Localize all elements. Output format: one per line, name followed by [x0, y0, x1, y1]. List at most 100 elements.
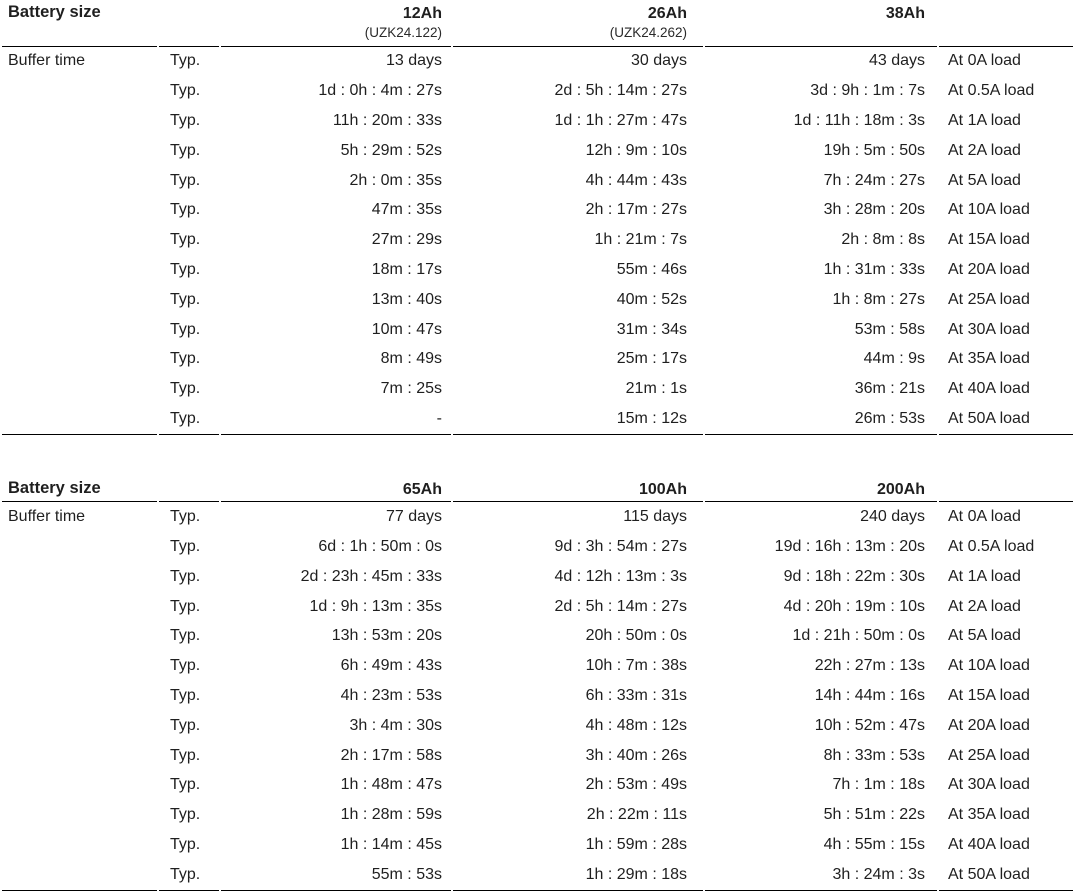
load-condition-label: At 35A load	[948, 350, 1030, 368]
row-section-label: Buffer time	[8, 508, 86, 526]
buffer-time-value: 2h : 17m : 58s	[340, 746, 442, 764]
buffer-time-value: 13m : 40s	[371, 290, 442, 308]
row-section-label	[2, 562, 157, 592]
buffer-time-row: Typ. 1h : 28m : 59s 2h : 22m : 11s 5h : 51m…	[2, 800, 1073, 830]
buffer-time-value: 55m : 53s	[221, 860, 451, 891]
buffer-time-value: 77 days	[385, 508, 442, 526]
buffer-time-value: 4h : 55m : 15s	[823, 836, 925, 854]
load-condition-label: At 50A load	[939, 860, 1073, 891]
row-section-label	[2, 830, 157, 860]
buffer-time-value: 2h : 0m : 35s	[349, 171, 443, 189]
buffer-time-value: 1h : 59m : 28s	[585, 836, 687, 854]
buffer-time-value: 19d : 16h : 13m : 20s	[774, 538, 925, 556]
battery-capacity-label: 26Ah	[647, 5, 687, 22]
buffer-time-value: 53m : 58s	[854, 320, 925, 338]
typ-label: Typ.	[170, 320, 201, 338]
buffer-time-row: Typ. 6h : 49m : 43s 10h : 7m : 38s 22h : 27…	[2, 651, 1073, 681]
header-spacer-cell	[939, 476, 1073, 503]
load-condition-label: At 2A load	[948, 141, 1021, 159]
typ-label: Typ.	[170, 290, 201, 308]
buffer-time-value: 2h : 53m : 49s	[585, 776, 687, 794]
buffer-time-row: Buffer time Typ. 13 days 30 days 43 days At 0…	[2, 47, 1073, 77]
buffer-time-row: Typ. 11h : 20m : 33s 1d : 1h : 27m : 47s 1d…	[2, 106, 1073, 136]
row-section-label	[2, 285, 157, 315]
buffer-time-value: 4h : 48m : 12s	[585, 716, 687, 734]
load-condition-label: At 40A load	[948, 836, 1030, 854]
battery-column-header: 38Ah	[705, 0, 937, 47]
buffer-time-value: 9d : 18h : 22m : 30s	[783, 567, 925, 585]
buffer-time-value: 30 days	[630, 52, 687, 70]
typ-label: Typ.	[159, 404, 219, 435]
buffer-time-row: Typ. 1d : 0h : 4m : 27s 2d : 5h : 14m : 27…	[2, 76, 1073, 106]
buffer-time-row: Typ. 13h : 53m : 20s 20h : 50m : 0s 1d : 21…	[2, 622, 1073, 652]
typ-label: Typ.	[170, 380, 201, 398]
buffer-time-value: 1h : 28m : 59s	[340, 806, 442, 824]
typ-label: Typ.	[170, 836, 201, 854]
load-condition-label: At 15A load	[948, 231, 1030, 249]
row-section-label	[2, 622, 157, 652]
buffer-time-value: 2h : 8m : 8s	[841, 231, 925, 249]
typ-label: Typ.	[170, 260, 201, 278]
buffer-time-value: 44m : 9s	[863, 350, 925, 368]
row-section-label	[2, 76, 157, 106]
table-header-row: Battery size 12Ah (UZK24.122) 26Ah (UZK24.26…	[2, 0, 1073, 47]
battery-capacity-label: 200Ah	[876, 480, 925, 498]
typ-label: Typ.	[170, 627, 201, 645]
battery-column-header: 200Ah	[705, 476, 937, 503]
row-section-label	[2, 771, 157, 801]
buffer-time-value: 1h : 48m : 47s	[340, 776, 442, 794]
buffer-time-value: 2d : 23h : 45m : 33s	[300, 567, 442, 585]
load-condition-label: At 10A load	[948, 201, 1030, 219]
typ-label: Typ.	[170, 538, 201, 556]
buffer-time-row: Typ. -15m : 12s 26m : 53s At 50A load	[2, 404, 1073, 435]
buffer-time-value: 1d : 1h : 27m : 47s	[554, 111, 687, 129]
buffer-time-value: 240 days	[860, 508, 925, 526]
buffer-time-value: 7h : 24m : 27s	[823, 171, 925, 189]
load-condition-label: At 10A load	[948, 657, 1030, 675]
buffer-time-row: Typ. 10m : 47s 31m : 34s 53m : 58s At 30A lo…	[2, 315, 1073, 345]
load-condition-label: At 40A load	[948, 380, 1030, 398]
buffer-time-value: 19h : 5m : 50s	[823, 141, 925, 159]
row-section-label	[2, 374, 157, 404]
typ-label: Typ.	[170, 567, 201, 585]
load-condition-label: At 0.5A load	[948, 82, 1035, 100]
battery-model-code: (UZK24.122)	[364, 25, 442, 40]
buffer-time-row: Typ. 1d : 9h : 13m : 35s 2d : 5h : 14m : 2…	[2, 592, 1073, 622]
buffer-time-value: 115 days	[623, 508, 687, 526]
load-condition-label: At 30A load	[948, 320, 1030, 338]
buffer-time-value: 43 days	[868, 52, 925, 70]
load-condition-label: At 15A load	[948, 687, 1030, 705]
buffer-time-value: 6h : 49m : 43s	[340, 657, 442, 675]
row-section-label	[2, 651, 157, 681]
load-condition-label: At 20A load	[948, 260, 1030, 278]
load-condition-label: At 0.5A load	[948, 538, 1035, 556]
header-spacer-cell	[159, 0, 219, 47]
battery-size-heading: Battery size	[2, 0, 157, 47]
buffer-time-value: 13h : 53m : 20s	[331, 627, 442, 645]
buffer-time-row: Typ. 5h : 29m : 52s 12h : 9m : 10s 19h : 5m…	[2, 136, 1073, 166]
typ-label: Typ.	[170, 350, 201, 368]
load-condition-label: At 25A load	[948, 290, 1030, 308]
buffer-time-value: 10h : 7m : 38s	[585, 657, 687, 675]
row-section-label	[2, 800, 157, 830]
typ-label: Typ.	[170, 508, 201, 526]
buffer-time-table-large-batteries: Battery size 65Ah 100Ah 200Ah Buffer time Typ…	[0, 476, 1075, 891]
buffer-time-value: 2d : 5h : 14m : 27s	[554, 597, 687, 615]
buffer-time-value: 15m : 12s	[453, 404, 703, 435]
battery-size-heading: Battery size	[2, 476, 157, 503]
load-condition-label: At 5A load	[948, 171, 1021, 189]
buffer-time-value: 1h : 29m : 18s	[453, 860, 703, 891]
battery-capacity-label: 38Ah	[885, 5, 925, 22]
row-section-label	[2, 344, 157, 374]
buffer-time-value: 1d : 21h : 50m : 0s	[792, 627, 925, 645]
buffer-time-value: 55m : 46s	[616, 260, 687, 278]
typ-label: Typ.	[170, 597, 201, 615]
buffer-time-row: Typ. 1h : 48m : 47s 2h : 53m : 49s 7h : 1m …	[2, 771, 1073, 801]
buffer-time-value: 3d : 9h : 1m : 7s	[810, 82, 925, 100]
buffer-time-value: 20h : 50m : 0s	[585, 627, 687, 645]
buffer-time-row: Buffer time Typ. 77 days 115 days 240 days At…	[2, 502, 1073, 532]
buffer-time-row: Typ. 2d : 23h : 45m : 33s 4d : 12h : 13m :…	[2, 562, 1073, 592]
buffer-time-row: Typ. 13m : 40s 40m : 52s 1h : 8m : 27s At 25…	[2, 285, 1073, 315]
load-condition-label: At 1A load	[948, 567, 1021, 585]
